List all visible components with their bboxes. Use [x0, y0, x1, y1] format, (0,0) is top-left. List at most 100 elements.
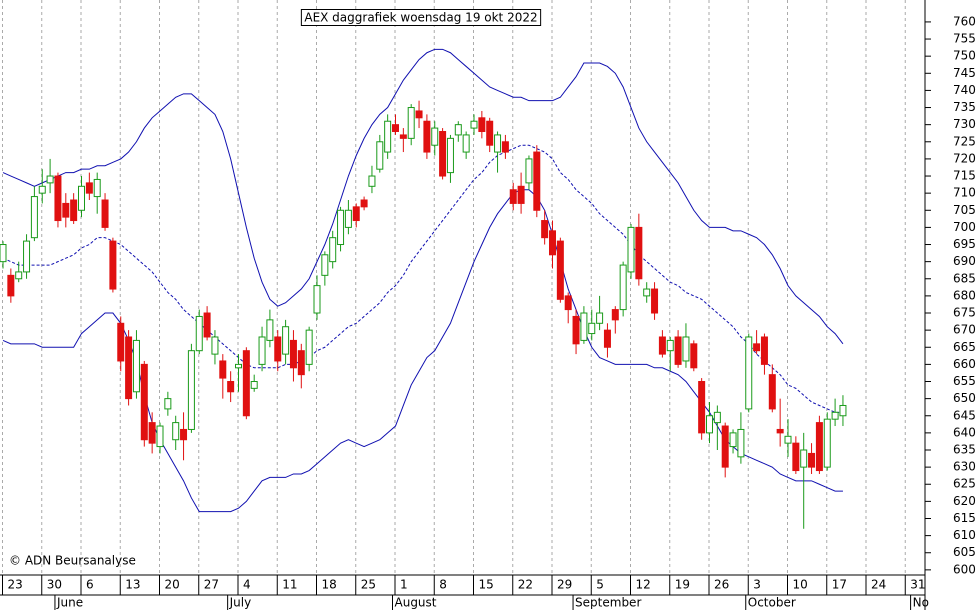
x-tick-label: 29	[557, 578, 572, 592]
candle-body	[337, 209, 345, 246]
candle-body	[101, 199, 109, 228]
candle-body	[643, 288, 651, 297]
y-tick-label: 635	[953, 443, 976, 457]
y-tick-label: 700	[953, 220, 976, 234]
candle-body	[619, 264, 627, 311]
candle-body	[70, 199, 78, 222]
candle-body	[219, 360, 227, 379]
y-tick-label: 720	[953, 151, 976, 165]
candle-body	[446, 137, 454, 174]
candle-body	[651, 288, 659, 314]
y-tick-label: 670	[953, 323, 976, 337]
candle-body	[203, 312, 211, 338]
candle-body	[815, 422, 823, 472]
candle-body	[682, 336, 690, 362]
candle-body	[93, 178, 101, 198]
x-tick-label: 17	[832, 578, 847, 592]
y-tick-label: 640	[953, 425, 976, 439]
chart-title: AEX daggrafiek woensdag 19 okt 2022	[304, 11, 537, 25]
candle-body	[596, 312, 604, 324]
candle-body	[384, 120, 392, 153]
candle-body	[376, 141, 384, 170]
candle-body	[580, 312, 588, 341]
candle-body	[776, 428, 784, 434]
candle-body	[454, 124, 462, 136]
candle-body	[611, 309, 619, 321]
month-label: No	[913, 596, 929, 610]
x-tick-label: 20	[165, 578, 180, 592]
candle-body	[658, 336, 666, 355]
x-tick-label: 1	[400, 578, 408, 592]
candle-body	[132, 339, 140, 393]
x-tick-label: 15	[479, 578, 494, 592]
x-tick-label: 5	[596, 578, 604, 592]
candle-body	[431, 127, 439, 146]
candle-body	[407, 107, 415, 139]
candle-body	[745, 336, 753, 410]
candle-body	[831, 411, 839, 420]
candle-body	[62, 202, 70, 218]
candle-body	[180, 428, 188, 441]
candle-body	[517, 185, 525, 204]
candle-body	[352, 206, 360, 222]
candle-body	[148, 422, 156, 444]
candle-body	[439, 131, 447, 177]
month-label: October	[748, 596, 796, 610]
month-label: August	[395, 596, 437, 610]
y-tick-label: 740	[953, 83, 976, 97]
candle-body	[360, 199, 368, 208]
candle-body	[603, 329, 611, 348]
candle-body	[140, 363, 148, 441]
candle-body	[541, 220, 549, 239]
month-label: June	[56, 596, 83, 610]
candle-body	[666, 339, 674, 352]
candle-body	[85, 182, 93, 194]
candle-body	[808, 452, 816, 468]
y-tick-label: 725	[953, 134, 976, 148]
candle-body	[415, 110, 423, 119]
candle-body	[368, 175, 376, 187]
y-tick-label: 690	[953, 254, 976, 268]
candle-body	[729, 432, 737, 448]
x-tick-label: 30	[47, 578, 62, 592]
candle-body	[211, 336, 219, 355]
candle-body	[549, 230, 556, 256]
x-tick-label: 27	[204, 578, 219, 592]
y-tick-label: 705	[953, 203, 976, 217]
candle-body	[706, 415, 713, 434]
candle-body	[242, 350, 250, 417]
candle-body	[195, 315, 203, 352]
candle-body	[753, 343, 761, 352]
candle-body	[172, 422, 180, 441]
candle-body	[297, 350, 305, 376]
candle-body	[78, 185, 85, 211]
candle-body	[38, 185, 46, 194]
candle-body	[737, 428, 745, 458]
x-tick-label: 3	[753, 578, 761, 592]
y-tick-label: 630	[953, 460, 976, 474]
candle-body	[713, 411, 721, 424]
candle-body	[501, 141, 509, 153]
title-box	[300, 9, 542, 26]
candle-body	[54, 175, 62, 222]
month-label: July	[229, 596, 252, 610]
x-tick-label: 8	[439, 578, 447, 592]
candle-body	[15, 271, 23, 280]
x-tick-label: 4	[243, 578, 251, 592]
candle-body	[478, 117, 486, 133]
x-tick-label: 22	[518, 578, 533, 592]
candle-body	[46, 175, 54, 184]
candle-body	[289, 339, 297, 369]
candle-body	[23, 240, 31, 273]
candle-body	[399, 134, 407, 139]
x-tick-label: 13	[125, 578, 140, 592]
candle-body	[282, 326, 290, 355]
candle-body	[313, 285, 321, 314]
candle-body	[164, 398, 172, 410]
y-tick-label: 715	[953, 169, 976, 183]
candle-body	[187, 350, 195, 430]
candle-body	[344, 209, 352, 228]
x-tick-label: 10	[793, 578, 808, 592]
candle-body	[0, 244, 7, 263]
